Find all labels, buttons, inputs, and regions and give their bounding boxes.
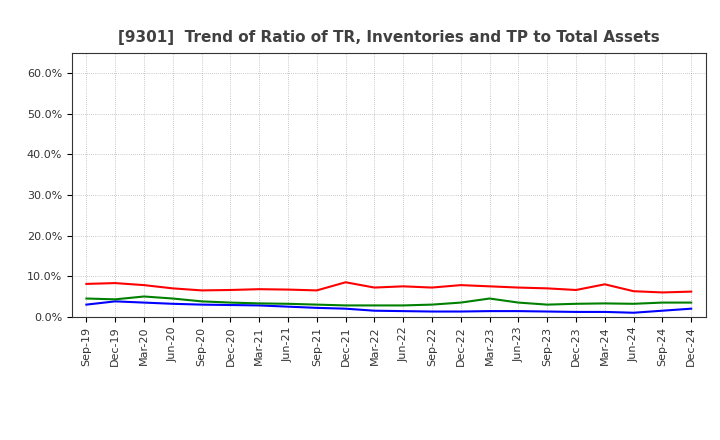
Trade Receivables [197,288,206,293]
Trade Payables [111,297,120,302]
Trade Receivables [600,282,609,287]
Inventories [428,309,436,314]
Line: Trade Receivables: Trade Receivables [86,282,691,293]
Inventories [543,309,552,314]
Trade Payables [197,299,206,304]
Inventories [629,310,638,315]
Inventories [687,306,696,312]
Title: [9301]  Trend of Ratio of TR, Inventories and TP to Total Assets: [9301] Trend of Ratio of TR, Inventories… [118,29,660,45]
Trade Payables [543,302,552,307]
Inventories [197,302,206,307]
Trade Payables [485,296,494,301]
Trade Receivables [341,280,350,285]
Trade Payables [514,300,523,305]
Trade Payables [687,300,696,305]
Inventories [370,308,379,313]
Trade Receivables [514,285,523,290]
Trade Payables [312,302,321,307]
Trade Payables [255,301,264,306]
Trade Payables [399,303,408,308]
Inventories [140,300,148,305]
Trade Receivables [255,286,264,292]
Trade Payables [168,296,177,301]
Trade Receivables [82,281,91,286]
Line: Inventories: Inventories [86,301,691,313]
Inventories [600,309,609,315]
Inventories [399,308,408,314]
Inventories [111,299,120,304]
Inventories [284,304,292,309]
Inventories [226,302,235,308]
Inventories [514,308,523,314]
Inventories [485,308,494,314]
Trade Payables [370,303,379,308]
Trade Receivables [456,282,465,288]
Trade Payables [629,301,638,306]
Inventories [572,309,580,315]
Trade Receivables [572,287,580,293]
Trade Payables [456,300,465,305]
Inventories [255,303,264,308]
Inventories [82,302,91,307]
Trade Receivables [140,282,148,288]
Trade Receivables [370,285,379,290]
Trade Receivables [629,289,638,294]
Trade Receivables [428,285,436,290]
Trade Receivables [399,284,408,289]
Trade Payables [82,296,91,301]
Trade Payables [572,301,580,306]
Trade Receivables [226,287,235,293]
Trade Payables [284,301,292,306]
Trade Receivables [312,288,321,293]
Trade Receivables [111,280,120,286]
Inventories [341,306,350,312]
Trade Receivables [168,286,177,291]
Inventories [658,308,667,313]
Trade Payables [600,301,609,306]
Trade Payables [428,302,436,307]
Trade Payables [226,300,235,305]
Line: Trade Payables: Trade Payables [86,297,691,305]
Trade Payables [658,300,667,305]
Trade Receivables [543,286,552,291]
Trade Payables [140,294,148,299]
Trade Receivables [485,284,494,289]
Trade Receivables [687,289,696,294]
Inventories [456,309,465,314]
Trade Receivables [658,290,667,295]
Trade Receivables [284,287,292,292]
Inventories [168,301,177,306]
Inventories [312,305,321,311]
Trade Payables [341,303,350,308]
